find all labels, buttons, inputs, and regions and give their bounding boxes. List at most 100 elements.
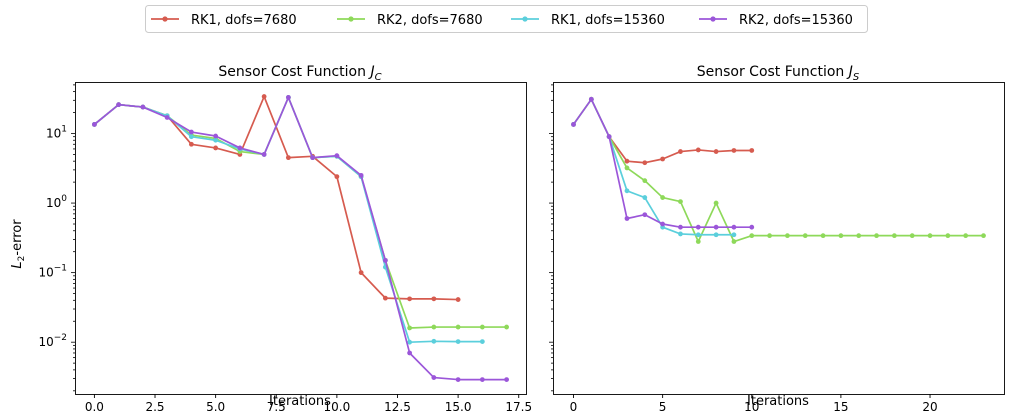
chart-right-point xyxy=(642,212,648,218)
chart-right-point xyxy=(749,224,755,230)
chart-left-ytick-label: 10−2 xyxy=(38,333,67,349)
chart-right-point xyxy=(678,149,683,154)
chart-left-point xyxy=(407,350,413,356)
chart-right-point xyxy=(891,233,897,239)
chart-right-point xyxy=(642,195,648,200)
chart-left-point xyxy=(213,133,219,139)
chart-right-point xyxy=(624,158,630,164)
chart-right-point xyxy=(695,232,701,238)
chart-right-point xyxy=(678,199,683,204)
chart-right-point xyxy=(624,165,630,171)
chart-right-point xyxy=(749,148,755,153)
chart-right-point xyxy=(785,233,790,239)
legend-marker xyxy=(710,16,716,22)
chart-left-axes-frame xyxy=(75,82,527,395)
chart-right-point xyxy=(624,188,630,194)
chart-left-point xyxy=(504,377,509,382)
chart-left-title: Sensor Cost Function JC xyxy=(218,64,381,83)
legend-marker xyxy=(348,16,354,22)
chart-left-point xyxy=(164,115,170,120)
chart-right-xtick-label: 10 xyxy=(744,400,759,414)
chart-right-point xyxy=(981,233,986,239)
chart-left-point xyxy=(261,94,267,99)
chart-left-xtick-label: 15.0 xyxy=(445,400,472,414)
chart-right-point xyxy=(713,200,719,206)
chart-right-point xyxy=(909,233,915,239)
chart-right-point xyxy=(713,224,719,230)
chart-right-point xyxy=(678,231,683,237)
chart-right-point xyxy=(660,221,666,227)
chart-right-point xyxy=(838,233,844,239)
chart-left-series xyxy=(92,95,509,382)
chart-left-xtick-label: 5.0 xyxy=(206,400,225,414)
chart-left-point xyxy=(479,339,485,344)
legend-item: RK2, dofs=15360 xyxy=(699,13,853,28)
chart-left-point xyxy=(455,297,461,302)
chart-right-xtick-label: 20 xyxy=(922,400,937,414)
chart-left-point xyxy=(334,174,340,180)
chart-right-title: Sensor Cost Function JS xyxy=(697,64,860,83)
chart-left-ytick-label: 10−1 xyxy=(38,264,67,280)
chart-left-xtick-label: 2.5 xyxy=(145,400,164,414)
chart-left-point xyxy=(382,257,388,263)
chart-left-ytick-label: 100 xyxy=(46,194,67,210)
chart-left-point xyxy=(431,338,437,344)
legend-item: RK2, dofs=7680 xyxy=(337,13,483,28)
legend-label: RK1, dofs=15360 xyxy=(551,13,665,28)
chart-left-point xyxy=(479,377,485,382)
chart-left-series-line xyxy=(93,96,507,381)
chart-right-point xyxy=(713,149,719,154)
chart-right-series-line xyxy=(572,98,984,243)
legend-label: RK2, dofs=7680 xyxy=(377,13,483,28)
chart-left-point xyxy=(479,324,485,330)
chart-right-point xyxy=(874,233,879,239)
chart-left-xtick-label: 0.0 xyxy=(85,400,104,414)
chart-left-point xyxy=(310,155,316,161)
chart-right-point xyxy=(963,233,969,239)
chart-right-point xyxy=(731,239,737,244)
chart-left-point xyxy=(334,153,340,159)
chart-left-point xyxy=(358,270,364,276)
chart-left-point xyxy=(407,296,413,302)
chart-left-point xyxy=(407,339,413,345)
chart-left-point xyxy=(431,296,437,302)
legend-item: RK1, dofs=15360 xyxy=(511,13,665,28)
legend-item: RK1, dofs=7680 xyxy=(151,13,297,28)
chart-right-point xyxy=(588,96,594,102)
chart-left-xtick-label: 10.0 xyxy=(324,400,351,414)
chart-left-point xyxy=(455,339,461,344)
chart-right-point xyxy=(624,216,630,221)
chart-right-point xyxy=(695,147,701,153)
legend: RK1, dofs=7680 RK2, dofs=7680 RK1, dofs=15… xyxy=(145,5,868,33)
chart-left-ylabel: L2-error xyxy=(10,219,27,269)
chart-left-point xyxy=(455,377,461,382)
chart-right-point xyxy=(731,148,737,153)
chart-right-point xyxy=(927,233,933,239)
chart-left-point xyxy=(213,145,219,151)
chart-right-point xyxy=(731,232,737,238)
chart-right-point xyxy=(695,239,701,244)
chart-left-point xyxy=(188,141,194,147)
chart-right-point xyxy=(802,233,808,239)
chart-left-xlabel: Iterations xyxy=(269,394,331,409)
chart-right-point xyxy=(856,233,862,239)
chart-left-point xyxy=(92,122,97,127)
chart-left-point xyxy=(237,145,243,151)
chart-left-point xyxy=(504,324,509,330)
chart-right-point xyxy=(820,233,826,239)
chart-left-point xyxy=(455,324,461,330)
chart-right-point xyxy=(749,233,755,239)
chart-right-xtick-label: 15 xyxy=(833,400,848,414)
chart-left-point xyxy=(261,152,267,157)
chart-left-point xyxy=(431,324,437,330)
chart-right-xtick-label: 0 xyxy=(570,400,578,414)
chart-left-ytick-label: 101 xyxy=(46,125,67,141)
legend-label: RK2, dofs=15360 xyxy=(739,13,853,28)
chart-left-point xyxy=(116,102,122,108)
chart-right-xtick-label: 5 xyxy=(659,400,667,414)
chart-right-point xyxy=(660,156,666,162)
chart-right-point xyxy=(713,232,719,238)
chart-left-point xyxy=(140,104,146,110)
chart-right-point xyxy=(642,160,648,166)
